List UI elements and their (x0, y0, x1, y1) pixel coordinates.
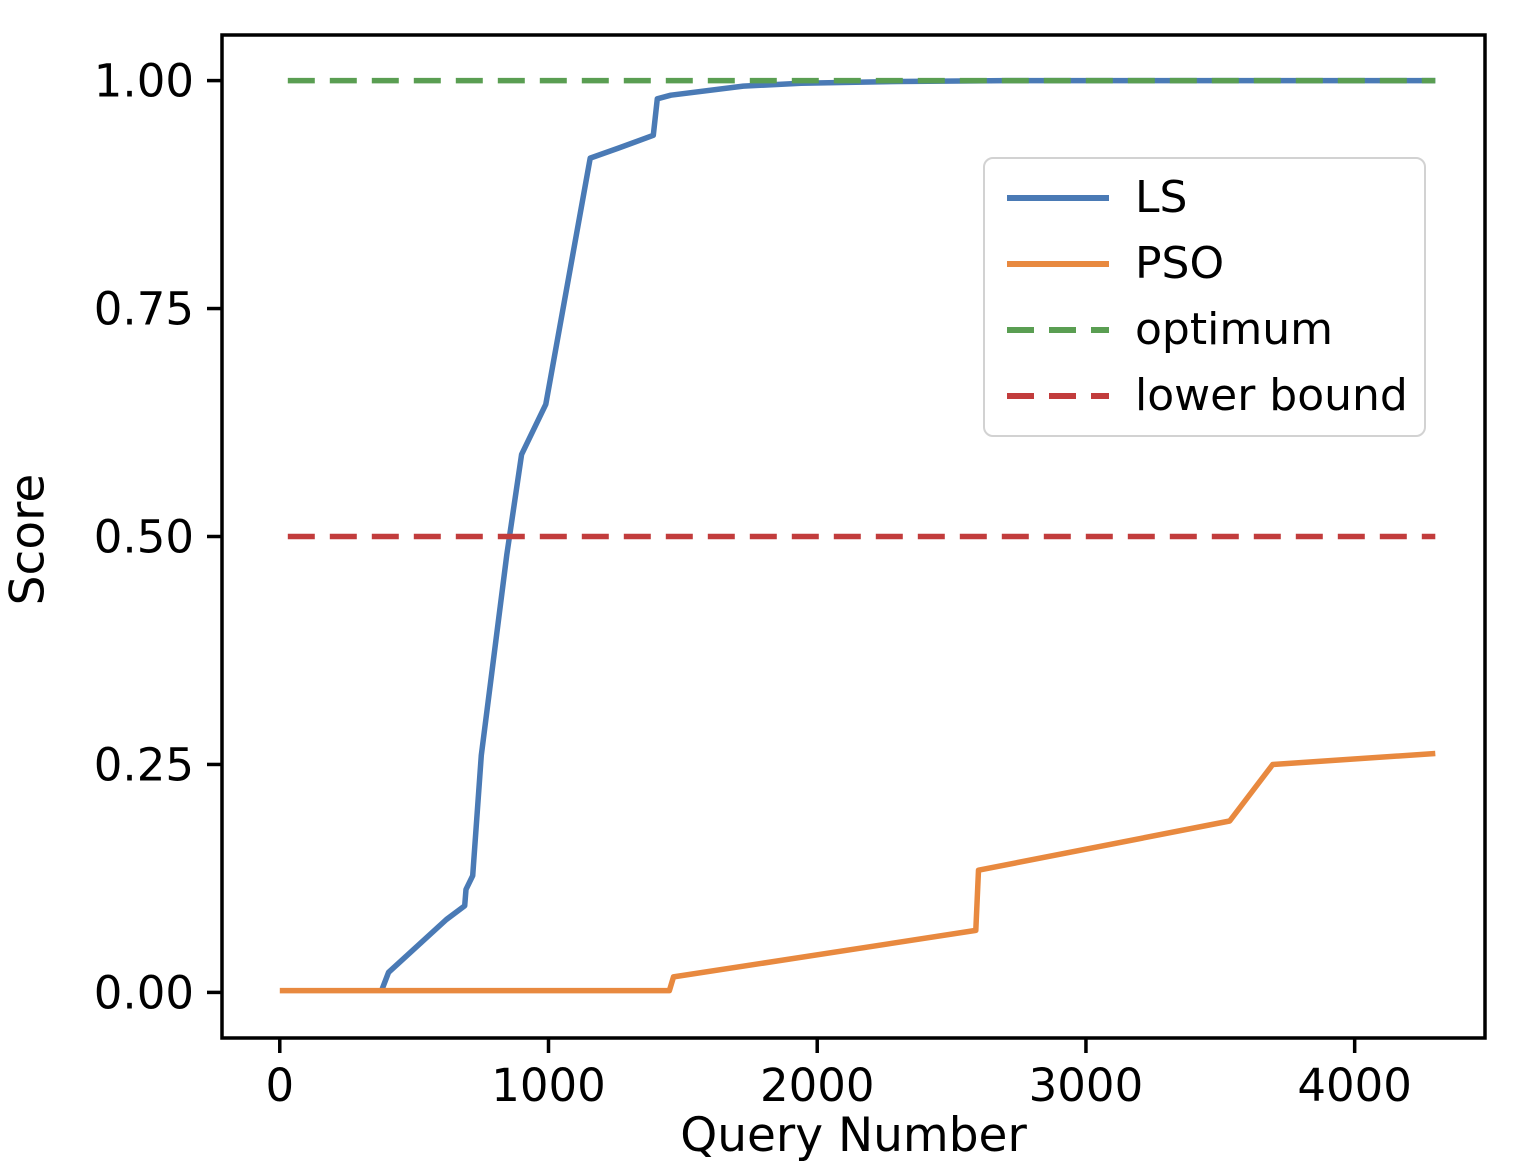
legend-item-ls: LS (1005, 172, 1424, 224)
x-axis-label: Query Number (680, 1108, 1027, 1163)
legend-label: PSO (1135, 238, 1225, 289)
y-tick-label: 0.75 (94, 283, 194, 336)
pso-legend-line-icon (1007, 261, 1109, 267)
legend-item-pso: PSO (1005, 238, 1424, 290)
y-tick-label: 0.00 (94, 966, 194, 1019)
x-tick-label: 1000 (491, 1059, 606, 1112)
legend-label: lower bound (1135, 370, 1408, 421)
x-tick-label: 4000 (1297, 1059, 1412, 1112)
x-tick-label: 3000 (1029, 1059, 1144, 1112)
y-axis-label: Score (0, 473, 56, 606)
y-tick-label: 0.50 (94, 511, 194, 564)
legend-item-optimum: optimum (1005, 304, 1424, 356)
legend-item-lower-bound: lower bound (1005, 370, 1424, 422)
pso-line (279, 750, 1436, 994)
x-tick-label: 2000 (760, 1059, 875, 1112)
x-tick-label: 0 (265, 1059, 294, 1112)
legend-label: optimum (1135, 304, 1333, 355)
legend: LS PSO optimum lower bound (983, 157, 1426, 437)
optimum-legend-line-icon (1007, 327, 1109, 333)
y-tick-label: 0.25 (94, 738, 194, 791)
ls-line (379, 77, 1436, 991)
ls-legend-line-icon (1007, 195, 1109, 201)
lower-bound-legend-line-icon (1007, 393, 1109, 399)
legend-label: LS (1135, 172, 1188, 223)
y-tick-label: 1.00 (94, 55, 194, 108)
